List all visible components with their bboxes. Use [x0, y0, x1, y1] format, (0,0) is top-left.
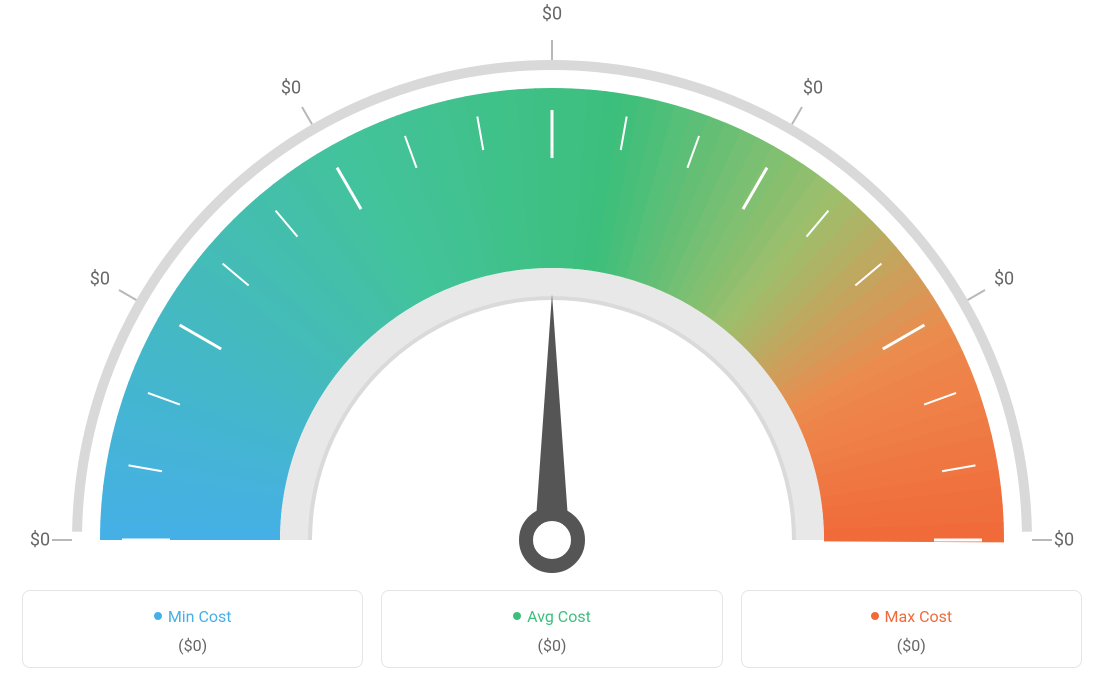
legend-avg-value: ($0): [392, 636, 711, 655]
legend-min-title: Min Cost: [154, 607, 232, 626]
gauge-tick-label: $0: [803, 77, 823, 98]
legend-max-title: Max Cost: [871, 607, 953, 626]
gauge-tick-label: $0: [1054, 530, 1074, 551]
legend-max-dot: [871, 612, 879, 620]
legend-min-label: Min Cost: [168, 607, 232, 626]
legend-avg-title: Avg Cost: [513, 607, 591, 626]
legend-max-card: Max Cost ($0): [741, 590, 1082, 668]
gauge-tick-label: $0: [90, 269, 110, 290]
gauge-tick-label: $0: [281, 77, 301, 98]
legend-min-value: ($0): [33, 636, 352, 655]
gauge-tick-label: $0: [542, 4, 562, 25]
legend-avg-dot: [513, 612, 521, 620]
legend-max-value: ($0): [752, 636, 1071, 655]
legend-min-card: Min Cost ($0): [22, 590, 363, 668]
gauge-chart: $0$0$0$0$0$0$0: [10, 10, 1094, 580]
gauge-tick-label: $0: [994, 269, 1014, 290]
gauge-tick-label: $0: [30, 530, 50, 551]
gauge-svg: [10, 10, 1094, 580]
legend-avg-label: Avg Cost: [527, 607, 591, 626]
legend-avg-card: Avg Cost ($0): [381, 590, 722, 668]
legend-max-label: Max Cost: [885, 607, 953, 626]
legend-min-dot: [154, 612, 162, 620]
legend-row: Min Cost ($0) Avg Cost ($0) Max Cost ($0…: [22, 590, 1082, 668]
